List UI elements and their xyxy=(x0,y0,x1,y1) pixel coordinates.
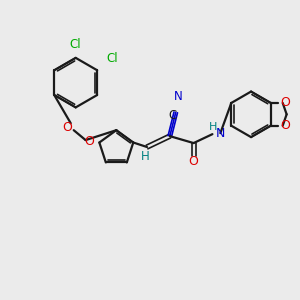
Text: H: H xyxy=(209,122,218,132)
Text: Cl: Cl xyxy=(106,52,118,65)
Text: N: N xyxy=(215,127,225,140)
Text: O: O xyxy=(281,119,291,132)
Text: O: O xyxy=(62,121,72,134)
Text: O: O xyxy=(85,135,94,148)
Text: N: N xyxy=(174,90,183,103)
Text: H: H xyxy=(141,150,149,164)
Text: Cl: Cl xyxy=(69,38,80,51)
Text: O: O xyxy=(189,155,199,168)
Text: C: C xyxy=(169,109,177,122)
Text: O: O xyxy=(281,96,291,110)
